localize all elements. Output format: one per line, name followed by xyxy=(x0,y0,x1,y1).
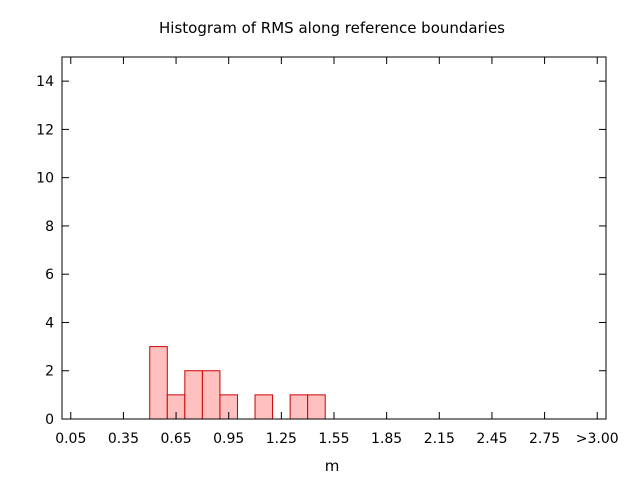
histogram-bar xyxy=(149,346,168,420)
histogram-bar xyxy=(307,394,326,420)
y-tick-label: 2 xyxy=(45,364,54,380)
y-axis-ticks: 0 2 4 6 8 10 12 14 xyxy=(36,74,606,428)
y-tick-label: 14 xyxy=(36,74,54,90)
histogram-bar xyxy=(254,394,274,420)
x-tick-label: >3.00 xyxy=(576,431,619,447)
x-tick-label: 0.95 xyxy=(213,431,244,447)
x-tick-label: 1.55 xyxy=(318,431,349,447)
y-tick-label: 6 xyxy=(45,267,54,283)
bars-group xyxy=(149,346,326,420)
y-tick-label: 4 xyxy=(45,315,54,331)
histogram-bar xyxy=(201,370,221,420)
plot-frame xyxy=(61,56,607,420)
x-tick-label: 0.35 xyxy=(108,431,139,447)
x-tick-label: 0.05 xyxy=(55,431,86,447)
x-axis-label: m xyxy=(325,457,340,475)
y-tick-label: 0 xyxy=(45,412,54,428)
x-tick-label: 1.85 xyxy=(371,431,402,447)
x-tick-label: 2.75 xyxy=(529,431,560,447)
x-axis-ticks: 0.05 0.35 0.65 0.95 1.25 1.55 1.85 2.15 2.45 2.75… xyxy=(55,57,619,447)
chart-title: Histogram of RMS along reference boundar… xyxy=(159,19,505,37)
y-tick-label: 10 xyxy=(36,171,54,187)
x-tick-label: 0.65 xyxy=(160,431,191,447)
x-tick-label: 1.25 xyxy=(266,431,297,447)
x-tick-label: 2.15 xyxy=(424,431,455,447)
y-tick-label: 12 xyxy=(36,122,54,138)
y-tick-label: 8 xyxy=(45,219,54,235)
histogram-bar xyxy=(289,394,309,420)
histogram-bar xyxy=(184,370,203,420)
x-tick-label: 2.45 xyxy=(476,431,507,447)
